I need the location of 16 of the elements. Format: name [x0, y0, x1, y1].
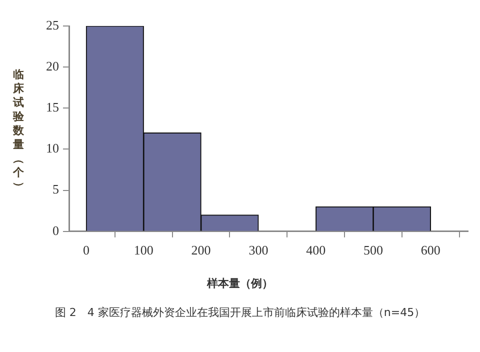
x-tick-label: 0	[82, 242, 90, 258]
y-tick-label: 10	[46, 140, 59, 156]
y-tick-label: 0	[52, 222, 59, 238]
x-tick-label: 600	[420, 242, 440, 258]
x-tick-label: 500	[364, 242, 384, 258]
x-axis-title: 样本量（例）	[206, 276, 274, 291]
y-tick-label: 5	[52, 182, 59, 197]
y-tick-label: 15	[46, 100, 59, 115]
caption: 图 2 4 家医疗器械外资企业在我国开展上市前临床试验的样本量（n=45）	[54, 305, 426, 320]
y-tick-label: 25	[46, 17, 59, 32]
x-tick-label: 100	[134, 242, 154, 258]
x-tick-label: 300	[248, 242, 268, 258]
x-tick-label: 400	[306, 242, 326, 258]
text: 临床试验数量（个）	[12, 68, 26, 192]
x-tick-label: 200	[191, 242, 211, 258]
y-tick-label: 20	[46, 58, 59, 74]
